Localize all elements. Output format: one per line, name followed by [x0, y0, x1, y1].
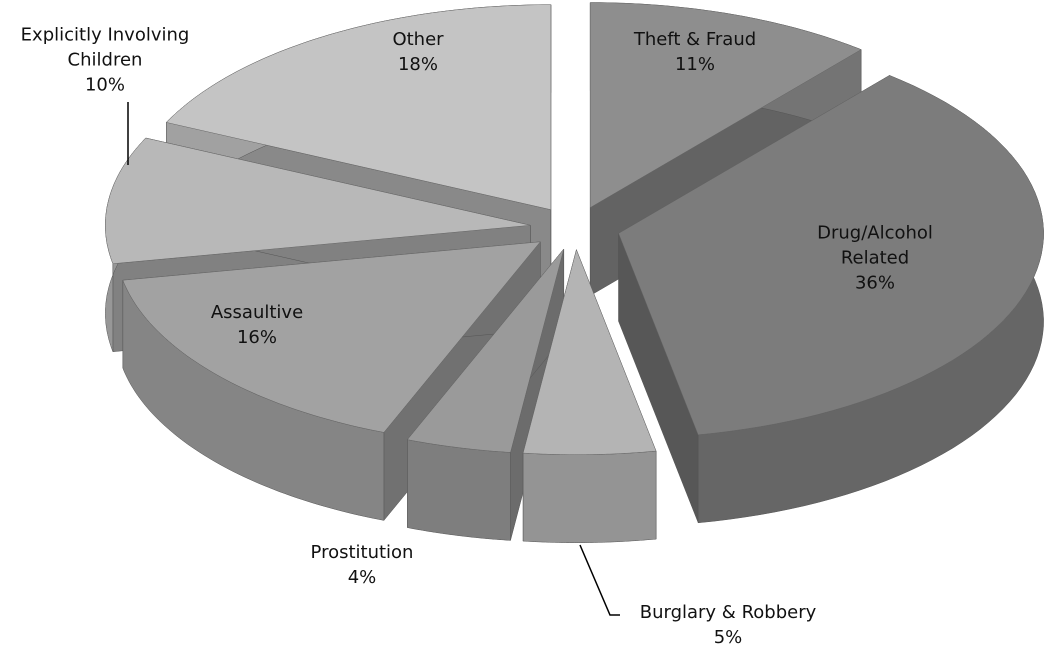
slice: [406, 248, 565, 453]
slice: [522, 248, 657, 455]
label-value: 4%: [347, 567, 377, 588]
data-label: Drug/Alcohol Related 36%: [795, 221, 955, 296]
slice: [618, 75, 1044, 436]
slice: [105, 137, 531, 264]
slice: [618, 74, 1044, 524]
label-name: Drug/Alcohol Related: [817, 222, 933, 269]
data-label: Explicitly Involving Children 10%: [5, 23, 205, 98]
label-name: Explicitly Involving Children: [20, 24, 190, 71]
slice: [522, 248, 657, 543]
data-label: Prostitution 4%: [272, 540, 452, 590]
label-name: Theft & Fraud: [633, 29, 757, 50]
slice: [589, 2, 862, 209]
data-label: Burglary & Robbery 5%: [613, 600, 843, 650]
label-name: Prostitution: [310, 542, 414, 563]
slice-wall: [522, 450, 657, 543]
slice: [165, 4, 552, 211]
slice-wall: [407, 439, 511, 541]
label-value: 11%: [674, 54, 715, 75]
label-value: 36%: [854, 272, 895, 294]
slice: [122, 241, 541, 433]
label-value: 18%: [397, 54, 438, 75]
label-name: Burglary & Robbery: [639, 602, 817, 623]
slice: [406, 248, 565, 541]
label-value: 5%: [713, 627, 743, 648]
label-name: Assaultive: [210, 302, 304, 323]
label-value: 10%: [84, 74, 125, 96]
label-value: 16%: [236, 327, 277, 348]
data-label: Other 18%: [338, 27, 498, 77]
data-label: Assaultive 16%: [177, 300, 337, 350]
leader-line: [579, 544, 620, 616]
label-name: Other: [392, 29, 444, 50]
data-label: Theft & Fraud 11%: [595, 27, 795, 77]
